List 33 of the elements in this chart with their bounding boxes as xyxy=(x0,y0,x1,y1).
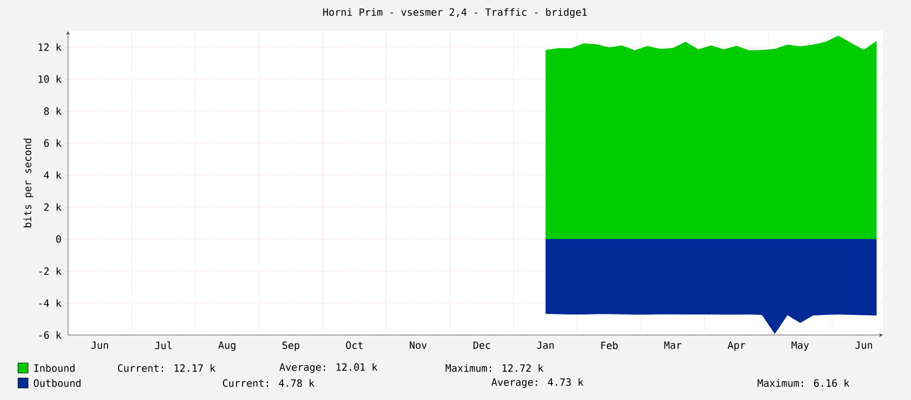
y-tick-label: 6 k xyxy=(44,139,62,147)
x-tick-label: Jan xyxy=(537,341,554,349)
legend-label: Outbound xyxy=(34,379,80,387)
y-tick-label: 12 k xyxy=(38,43,62,51)
text: Average: 4.73 k xyxy=(491,378,584,388)
text: Maximum: 12.72 k xyxy=(446,364,544,372)
y-tick-label: -4 k xyxy=(39,299,62,307)
text: Average: 12.01 k xyxy=(279,363,378,373)
x-tick-label: Apr xyxy=(728,341,746,351)
x-tick-label: Sep xyxy=(282,341,300,351)
x-tick-label: Aug xyxy=(218,341,236,351)
y-tick-label: 10 k xyxy=(38,75,62,83)
y-axis-title: bits per second xyxy=(24,138,34,228)
x-tick-label: Feb xyxy=(601,341,618,350)
x-tick-label: Jun xyxy=(855,341,872,349)
text: Current: 4.78 k xyxy=(222,379,314,387)
x-tick-label: Oct xyxy=(346,341,363,349)
x-tick-label: Jul xyxy=(155,341,172,350)
y-tick-label: -6 k xyxy=(39,331,62,339)
y-tick-label: 2 k xyxy=(44,203,62,211)
x-tick-label: Dec xyxy=(474,341,490,349)
y-tick-label: 0 xyxy=(56,235,61,243)
text: Current: 12.17 k xyxy=(118,364,216,372)
y-tick-label: 4 k xyxy=(44,171,62,179)
text: Maximum: 6.16 k xyxy=(758,379,850,387)
x-tick-label: Nov xyxy=(410,341,427,349)
x-tick-label: Jun xyxy=(91,341,108,349)
x-tick-label: May xyxy=(792,341,809,351)
chart-title: Horni Prim - vsesmer 2,4 - Traffic - bridge1 xyxy=(323,8,587,18)
legend-label: Inbound xyxy=(34,364,74,372)
y-tick-label: 8 k xyxy=(44,107,62,115)
y-tick-label: -2 k xyxy=(39,267,62,275)
x-tick-label: Mar xyxy=(664,341,682,349)
